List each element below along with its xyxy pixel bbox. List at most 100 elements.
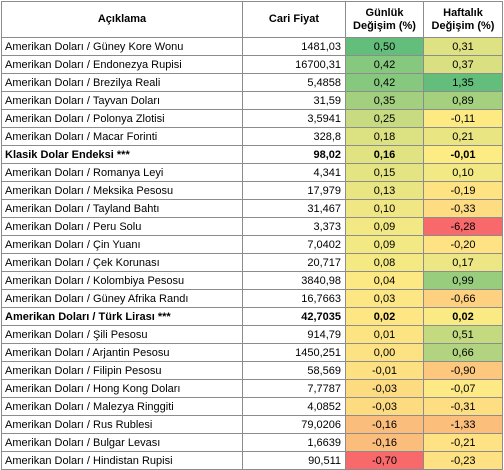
- price-cell: 3,373: [242, 217, 346, 236]
- price-cell: 328,8: [242, 127, 346, 146]
- header-daily-line1: Günlük: [365, 6, 404, 19]
- weekly-change-cell: 0,21: [423, 127, 503, 146]
- weekly-change-cell: -0,66: [423, 289, 503, 308]
- header-price: Cari Fiyat: [242, 1, 346, 38]
- header-row: Açıklama Cari Fiyat Günlük Değişim (%) H…: [1, 1, 503, 38]
- price-cell: 58,569: [242, 361, 346, 380]
- daily-change-cell: -0,03: [345, 397, 424, 416]
- daily-change-cell: 0,16: [345, 145, 424, 164]
- table-row: Amerikan Doları / Polonya Zlotisi 3,5941 0…: [1, 109, 503, 128]
- currency-name-cell: Amerikan Doları / Romanya Leyi: [1, 163, 243, 182]
- price-cell: 7,7787: [242, 379, 346, 398]
- daily-change-cell: 0,04: [345, 271, 424, 290]
- daily-change-cell: 0,42: [345, 55, 424, 74]
- header-description: Açıklama: [1, 1, 243, 38]
- table-row: Amerikan Doları / Peru Solu 3,373 0,09 -6,2…: [1, 217, 503, 236]
- header-weekly-change: Haftalık Değişim (%): [423, 1, 503, 38]
- price-cell: 42,7035: [242, 307, 346, 326]
- currency-name-cell: Amerikan Doları / Hong Kong Doları: [1, 379, 243, 398]
- table-row: Amerikan Doları / Bulgar Levası 1,6639 -0,…: [1, 433, 503, 452]
- price-cell: 914,79: [242, 325, 346, 344]
- currency-name-cell: Amerikan Doları / Filipin Pesosu: [1, 361, 243, 380]
- table-row: Amerikan Doları / Çin Yuanı 7,0402 0,09 -0,…: [1, 235, 503, 254]
- table-row: Amerikan Doları / Güney Afrika Randı 16,7…: [1, 289, 503, 308]
- currency-name-cell: Amerikan Doları / Peru Solu: [1, 217, 243, 236]
- currency-name-cell: Amerikan Doları / Bulgar Levası: [1, 433, 243, 452]
- table-body: Amerikan Doları / Güney Kore Wonu 1481,03…: [1, 37, 503, 470]
- table-row: Klasik Dolar Endeksi *** 98,02 0,16 -0,01: [1, 145, 503, 164]
- table-row: Amerikan Doları / Arjantin Pesosu 1450,25…: [1, 343, 503, 362]
- weekly-change-cell: 0,17: [423, 253, 503, 272]
- price-cell: 17,979: [242, 181, 346, 200]
- daily-change-cell: -0,16: [345, 433, 424, 452]
- table-row: Amerikan Doları / Hindistan Rupisi 90,511…: [1, 451, 503, 470]
- daily-change-cell: 0,50: [345, 37, 424, 56]
- currency-name-cell: Amerikan Doları / Malezya Ringgiti: [1, 397, 243, 416]
- weekly-change-cell: -0,33: [423, 199, 503, 218]
- currency-name-cell: Amerikan Doları / Polonya Zlotisi: [1, 109, 243, 128]
- weekly-change-cell: -1,33: [423, 415, 503, 434]
- weekly-change-cell: 0,89: [423, 91, 503, 110]
- header-weekly-line1: Haftalık: [443, 6, 483, 19]
- weekly-change-cell: 0,66: [423, 343, 503, 362]
- table-row: Amerikan Doları / Malezya Ringgiti 4,0852…: [1, 397, 503, 416]
- price-cell: 1,6639: [242, 433, 346, 452]
- daily-change-cell: 0,02: [345, 307, 424, 326]
- price-cell: 79,0206: [242, 415, 346, 434]
- header-daily-line2: Değişim (%): [353, 19, 416, 32]
- table-row: Amerikan Doları / Çek Korunası 20,717 0,08…: [1, 253, 503, 272]
- currency-name-cell: Amerikan Doları / Güney Kore Wonu: [1, 37, 243, 56]
- table-row: Amerikan Doları / Romanya Leyi 4,341 0,15 0…: [1, 163, 503, 182]
- price-cell: 16700,31: [242, 55, 346, 74]
- price-cell: 1450,251: [242, 343, 346, 362]
- weekly-change-cell: -0,20: [423, 235, 503, 254]
- weekly-change-cell: -6,28: [423, 217, 503, 236]
- daily-change-cell: 0,09: [345, 217, 424, 236]
- price-cell: 20,717: [242, 253, 346, 272]
- header-weekly-line2: Değişim (%): [431, 19, 495, 32]
- currency-name-cell: Amerikan Doları / Türk Lirası ***: [1, 307, 243, 326]
- weekly-change-cell: -0,19: [423, 181, 503, 200]
- weekly-change-cell: -0,21: [423, 433, 503, 452]
- daily-change-cell: 0,08: [345, 253, 424, 272]
- currency-name-cell: Amerikan Doları / Meksika Pesosu: [1, 181, 243, 200]
- weekly-change-cell: 0,10: [423, 163, 503, 182]
- table-row: Amerikan Doları / Meksika Pesosu 17,979 0,…: [1, 181, 503, 200]
- currency-name-cell: Klasik Dolar Endeksi ***: [1, 145, 243, 164]
- weekly-change-cell: 0,31: [423, 37, 503, 56]
- header-daily-change: Günlük Değişim (%): [345, 1, 424, 38]
- price-cell: 31,467: [242, 199, 346, 218]
- currency-name-cell: Amerikan Doları / Arjantin Pesosu: [1, 343, 243, 362]
- table-row: Amerikan Doları / Kolombiya Pesosu 3840,9…: [1, 271, 503, 290]
- daily-change-cell: 0,25: [345, 109, 424, 128]
- currency-name-cell: Amerikan Doları / Çek Korunası: [1, 253, 243, 272]
- price-cell: 7,0402: [242, 235, 346, 254]
- daily-change-cell: -0,01: [345, 361, 424, 380]
- daily-change-cell: -0,03: [345, 379, 424, 398]
- table-row: Amerikan Doları / Güney Kore Wonu 1481,03…: [1, 37, 503, 56]
- table-row: Amerikan Doları / Türk Lirası *** 42,7035…: [1, 307, 503, 326]
- daily-change-cell: 0,03: [345, 289, 424, 308]
- daily-change-cell: 0,01: [345, 325, 424, 344]
- table-row: Amerikan Doları / Rus Rublesi 79,0206 -0,1…: [1, 415, 503, 434]
- daily-change-cell: 0,42: [345, 73, 424, 92]
- daily-change-cell: -0,70: [345, 451, 424, 470]
- daily-change-cell: 0,00: [345, 343, 424, 362]
- currency-name-cell: Amerikan Doları / Çin Yuanı: [1, 235, 243, 254]
- weekly-change-cell: 0,37: [423, 55, 503, 74]
- daily-change-cell: 0,13: [345, 181, 424, 200]
- currency-name-cell: Amerikan Doları / Şili Pesosu: [1, 325, 243, 344]
- weekly-change-cell: 0,02: [423, 307, 503, 326]
- price-cell: 4,341: [242, 163, 346, 182]
- table-row: Amerikan Doları / Filipin Pesosu 58,569 -0…: [1, 361, 503, 380]
- weekly-change-cell: -0,23: [423, 451, 503, 470]
- daily-change-cell: 0,09: [345, 235, 424, 254]
- price-cell: 98,02: [242, 145, 346, 164]
- table-row: Amerikan Doları / Tayvan Doları 31,59 0,35…: [1, 91, 503, 110]
- table-row: Amerikan Doları / Macar Forinti 328,8 0,18…: [1, 127, 503, 146]
- weekly-change-cell: -0,11: [423, 109, 503, 128]
- daily-change-cell: 0,10: [345, 199, 424, 218]
- weekly-change-cell: -0,90: [423, 361, 503, 380]
- daily-change-cell: -0,16: [345, 415, 424, 434]
- table-row: Amerikan Doları / Tayland Bahtı 31,467 0,1…: [1, 199, 503, 218]
